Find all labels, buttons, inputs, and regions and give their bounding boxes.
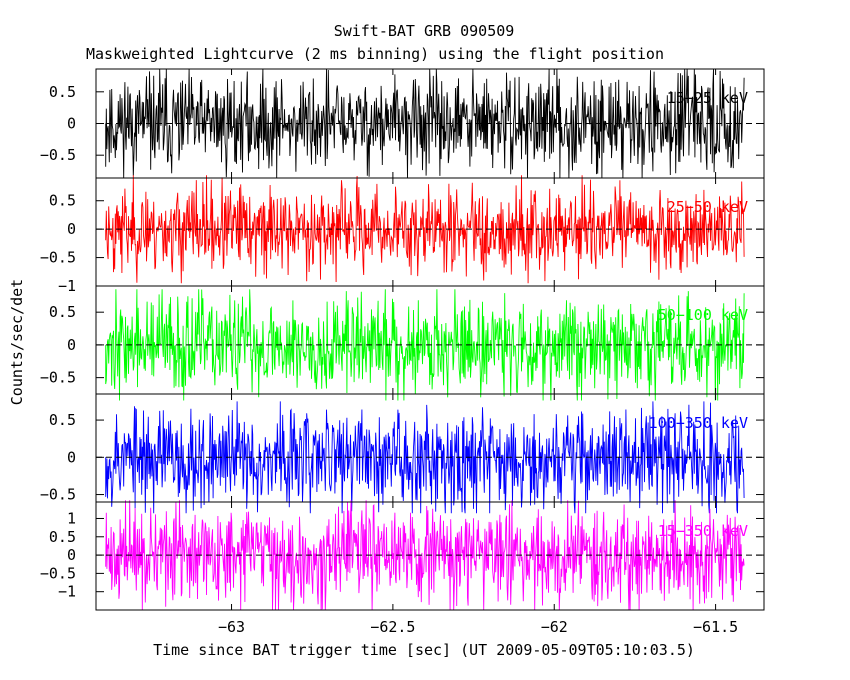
y-tick-label: 0.5 (49, 83, 76, 101)
series-line (105, 68, 745, 179)
y-tick-label: 1 (67, 509, 76, 527)
series-label: 25−50 keV (667, 198, 748, 216)
x-tick-label: −61.5 (693, 618, 738, 636)
series-line (105, 500, 745, 611)
x-axis-label: Time since BAT trigger time [sec] (UT 20… (153, 641, 695, 659)
panel-5: 10.50−0.5−1 15−350 keV (40, 500, 765, 611)
y-tick-label: −1 (58, 583, 76, 601)
series-label: 15−350 keV (658, 522, 748, 540)
x-tick-label: −62 (541, 618, 568, 636)
series-line (105, 401, 745, 514)
series-label: 15−25 keV (667, 89, 748, 107)
x-tick-label: −63 (218, 618, 245, 636)
y-tick-label: −0.5 (40, 486, 76, 504)
series-line (105, 175, 745, 284)
y-tick-label: 0.5 (49, 192, 76, 210)
panel-4: 0.5 0 −0.5 100−350 keV (40, 393, 765, 514)
y-tick-label: 0.5 (49, 303, 76, 321)
panel-2: 0.5 0 −0.5 −1 25−50 keV (40, 175, 765, 295)
panel-frame (95, 501, 765, 611)
y-tick-label: −0.5 (40, 369, 76, 387)
panel-1: 0.5 0 −0.5 15−25 keV (40, 68, 765, 179)
y-tick-label: 0 (67, 115, 76, 133)
y-tick-label: −0.5 (40, 146, 76, 164)
series-label: 50−100 keV (658, 306, 748, 324)
y-tick-label: 0 (67, 220, 76, 238)
y-tick-label: 0 (67, 546, 76, 564)
series-label: 100−350 keV (649, 414, 748, 432)
panel-3: 0.5 0 −0.5 50−100 keV (40, 285, 765, 401)
y-tick-label: 0.5 (49, 411, 76, 429)
y-tick-label: 0 (67, 336, 76, 354)
chart-subtitle: Maskweighted Lightcurve (2 ms binning) u… (86, 45, 664, 63)
y-axis-label: Counts/sec/det (8, 279, 26, 405)
y-tick-label: −1 (58, 277, 76, 295)
y-tick-label: 0 (67, 448, 76, 466)
chart-title: Swift-BAT GRB 090509 (334, 22, 515, 40)
y-tick-label: 0.5 (49, 528, 76, 546)
y-tick-label: −0.5 (40, 249, 76, 267)
x-tick-label: −62.5 (370, 618, 415, 636)
y-tick-label: −0.5 (40, 564, 76, 582)
series-line (105, 289, 745, 401)
